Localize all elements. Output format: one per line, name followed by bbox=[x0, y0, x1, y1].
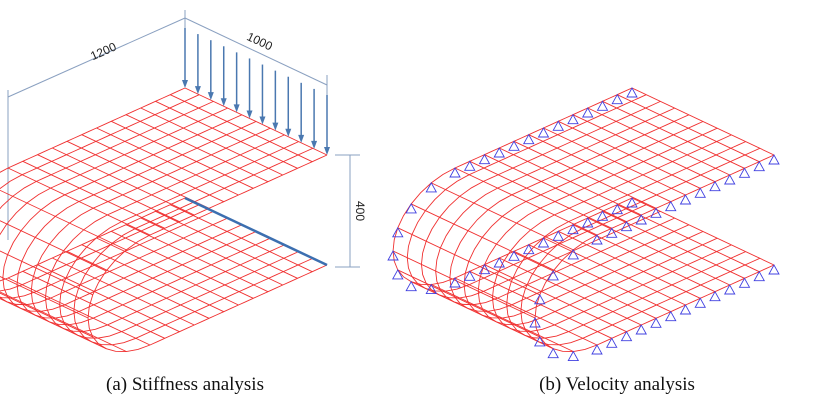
mesh-line bbox=[111, 231, 253, 298]
mesh-line bbox=[141, 218, 283, 285]
mesh-line bbox=[0, 282, 106, 349]
mesh-line bbox=[170, 95, 312, 162]
mesh-line bbox=[632, 198, 774, 265]
support bbox=[568, 352, 578, 361]
mesh-line bbox=[126, 225, 268, 292]
mesh-line bbox=[573, 115, 715, 182]
mesh-line bbox=[558, 121, 700, 188]
mesh-line bbox=[603, 211, 745, 278]
arrow-head bbox=[182, 80, 188, 88]
mesh-line bbox=[97, 238, 239, 305]
dimension-lines bbox=[8, 10, 360, 267]
support bbox=[548, 271, 558, 280]
mesh-line bbox=[558, 231, 700, 298]
mesh-line bbox=[529, 245, 671, 312]
mesh-line bbox=[0, 95, 199, 292]
mesh-line bbox=[514, 251, 656, 318]
caption: (b) Velocity analysis bbox=[539, 374, 695, 395]
mesh-line bbox=[185, 88, 327, 155]
dimension-label: 400 bbox=[353, 201, 367, 221]
mesh-line bbox=[470, 161, 612, 228]
mesh-line bbox=[23, 161, 165, 228]
figure: 1200 1000 400 (a) Stiffness analysis (b)… bbox=[0, 0, 827, 403]
mesh-line bbox=[617, 205, 759, 272]
mesh-line bbox=[603, 101, 745, 168]
mesh-line bbox=[0, 285, 126, 352]
mesh-line bbox=[588, 218, 730, 285]
dimension-label: 1000 bbox=[245, 29, 275, 53]
mesh-line bbox=[514, 141, 656, 208]
dimension-label: 1200 bbox=[88, 39, 118, 63]
mesh-line bbox=[529, 135, 671, 202]
mesh-line bbox=[156, 211, 298, 278]
mesh-line bbox=[0, 228, 93, 295]
mesh-line bbox=[52, 258, 194, 325]
mesh-line bbox=[38, 265, 180, 332]
mesh-line bbox=[38, 155, 180, 222]
mesh-line bbox=[411, 204, 553, 271]
mesh-line bbox=[632, 88, 774, 155]
mesh-line bbox=[393, 251, 535, 318]
mesh-line bbox=[470, 271, 612, 338]
mesh-line bbox=[97, 128, 239, 195]
panel-a: 1200 1000 400 bbox=[0, 10, 367, 352]
mesh-line bbox=[588, 108, 730, 175]
mesh-line bbox=[82, 135, 224, 202]
mesh-line bbox=[67, 251, 209, 318]
mesh-line bbox=[0, 183, 126, 250]
mesh-line bbox=[23, 271, 165, 338]
mesh-line bbox=[111, 121, 253, 188]
fixed-edge bbox=[185, 198, 327, 265]
panel-b bbox=[388, 88, 779, 361]
caption: (a) Stiffness analysis bbox=[106, 374, 264, 395]
mesh-line bbox=[544, 128, 686, 195]
mesh-line bbox=[544, 238, 686, 305]
mesh-line bbox=[156, 101, 298, 168]
mesh-line bbox=[499, 258, 641, 325]
mesh-line bbox=[82, 245, 224, 312]
mesh-line bbox=[126, 115, 268, 182]
mesh-line bbox=[431, 285, 573, 352]
mesh-line bbox=[170, 205, 312, 272]
mesh-line bbox=[485, 155, 627, 222]
mesh-line bbox=[573, 225, 715, 292]
mesh-line bbox=[617, 95, 759, 162]
mesh-line bbox=[0, 204, 106, 271]
